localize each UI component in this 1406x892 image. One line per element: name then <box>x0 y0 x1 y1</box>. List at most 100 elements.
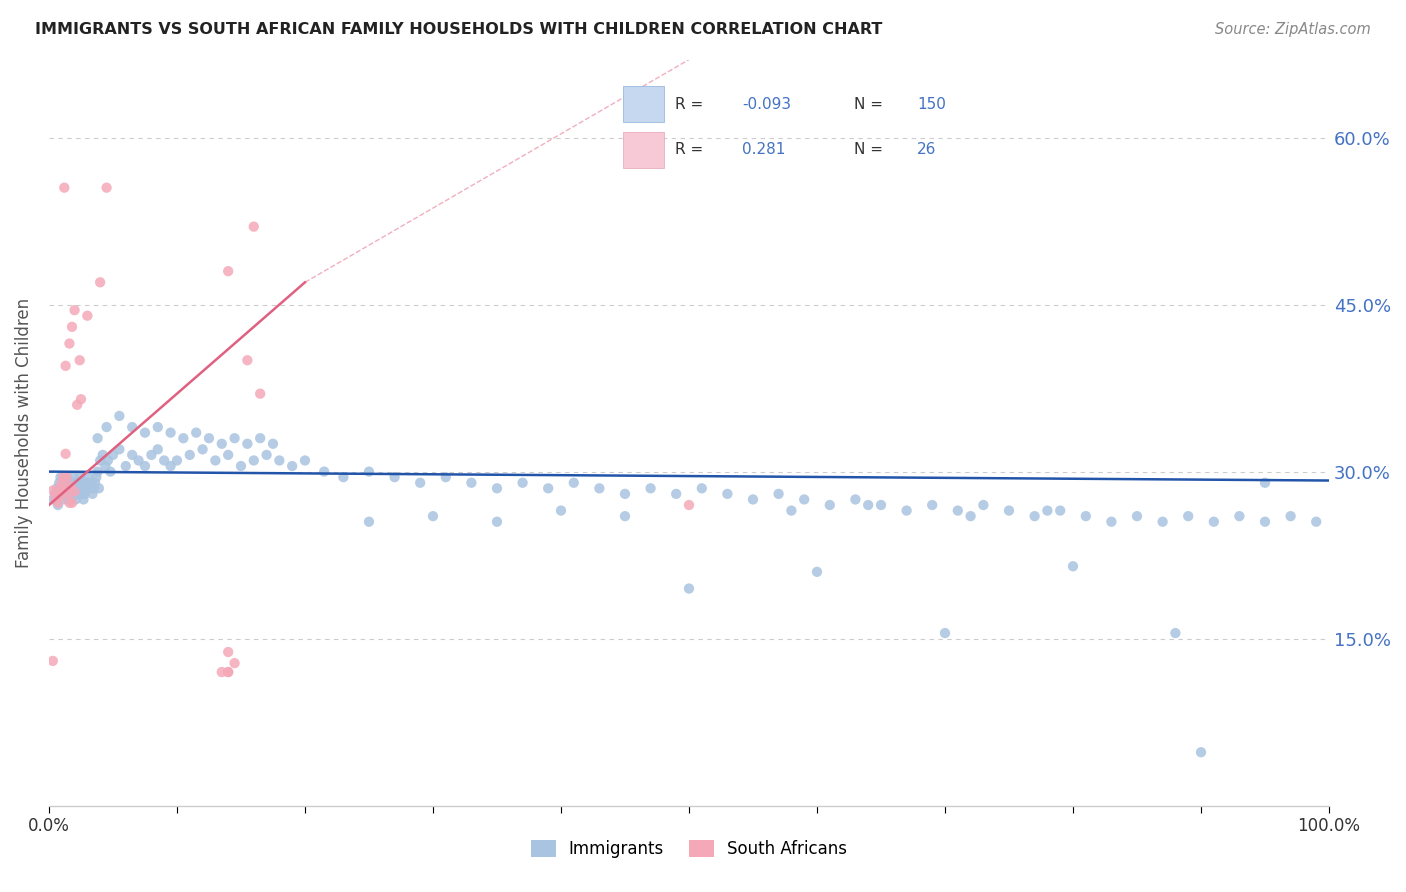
Point <box>357 465 380 479</box>
Point <box>72 487 94 501</box>
Point <box>1254 475 1277 490</box>
Point <box>79 481 101 495</box>
Point <box>49 470 72 484</box>
Point <box>256 448 278 462</box>
Point <box>806 565 828 579</box>
Point <box>87 481 110 495</box>
Text: IMMIGRANTS VS SOUTH AFRICAN FAMILY HOUSEHOLDS WITH CHILDREN CORRELATION CHART: IMMIGRANTS VS SOUTH AFRICAN FAMILY HOUSE… <box>35 22 883 37</box>
Point <box>614 509 637 524</box>
Point <box>58 487 80 501</box>
Point <box>1049 503 1071 517</box>
Point <box>96 180 118 194</box>
Text: N =: N = <box>853 142 887 157</box>
Point <box>1202 515 1225 529</box>
Point <box>53 487 76 501</box>
Bar <box>623 87 664 122</box>
Point <box>562 475 585 490</box>
Point <box>56 470 79 484</box>
Point <box>72 492 94 507</box>
Point <box>86 470 108 484</box>
Point <box>100 465 122 479</box>
Point <box>1036 503 1059 517</box>
Legend: Immigrants, South Africans: Immigrants, South Africans <box>524 833 853 864</box>
Point <box>485 515 508 529</box>
Point <box>45 487 67 501</box>
Point <box>59 479 82 493</box>
Point <box>73 475 96 490</box>
Point <box>870 498 893 512</box>
Text: 26: 26 <box>917 142 936 157</box>
Point <box>59 481 82 495</box>
Point <box>198 431 221 445</box>
Point <box>76 309 98 323</box>
Point <box>146 420 169 434</box>
Point <box>1177 509 1199 524</box>
Point <box>236 353 259 368</box>
Point <box>60 496 83 510</box>
Point <box>46 498 69 512</box>
Point <box>217 264 239 278</box>
Point <box>1189 745 1212 759</box>
Point <box>67 475 90 490</box>
Point <box>844 492 866 507</box>
Point <box>52 492 75 507</box>
Text: R =: R = <box>675 142 713 157</box>
Point <box>422 509 444 524</box>
Point <box>48 481 70 495</box>
Point <box>69 470 91 484</box>
Point <box>51 487 73 501</box>
Point <box>690 481 713 495</box>
Point <box>56 487 79 501</box>
Point <box>768 487 790 501</box>
Point <box>56 481 79 495</box>
Point <box>52 475 75 490</box>
Point <box>537 481 560 495</box>
Point <box>550 503 572 517</box>
Point <box>65 481 87 495</box>
Bar <box>623 132 664 168</box>
Point <box>97 453 120 467</box>
Point <box>70 392 93 407</box>
Point <box>512 475 534 490</box>
Point <box>66 398 89 412</box>
Point <box>1062 559 1084 574</box>
Point <box>55 359 77 373</box>
Point <box>1254 515 1277 529</box>
Point <box>121 420 143 434</box>
Point <box>86 431 108 445</box>
Point <box>217 448 239 462</box>
Point <box>108 409 131 423</box>
Point <box>63 487 86 501</box>
Point <box>66 487 89 501</box>
Point <box>42 492 65 507</box>
Point <box>146 442 169 457</box>
Point <box>384 470 406 484</box>
Point <box>53 180 76 194</box>
Point <box>58 336 80 351</box>
Point <box>217 665 239 679</box>
Point <box>434 470 457 484</box>
Point <box>1074 509 1097 524</box>
Point <box>89 453 111 467</box>
Point <box>89 275 111 289</box>
Point <box>485 481 508 495</box>
Point <box>42 654 65 668</box>
Point <box>67 481 90 495</box>
Point <box>224 656 246 670</box>
Point <box>59 492 82 507</box>
Point <box>58 496 80 510</box>
Point <box>249 431 271 445</box>
Text: 0.281: 0.281 <box>742 142 786 157</box>
Point <box>921 498 943 512</box>
Point <box>82 487 104 501</box>
Point <box>166 453 188 467</box>
Point <box>665 487 688 501</box>
Point <box>269 453 291 467</box>
Point <box>217 665 239 679</box>
Point <box>1305 515 1327 529</box>
Text: -0.093: -0.093 <box>742 96 792 112</box>
Point <box>69 487 91 501</box>
Point <box>281 458 304 473</box>
Point <box>204 453 226 467</box>
Point <box>70 475 93 490</box>
